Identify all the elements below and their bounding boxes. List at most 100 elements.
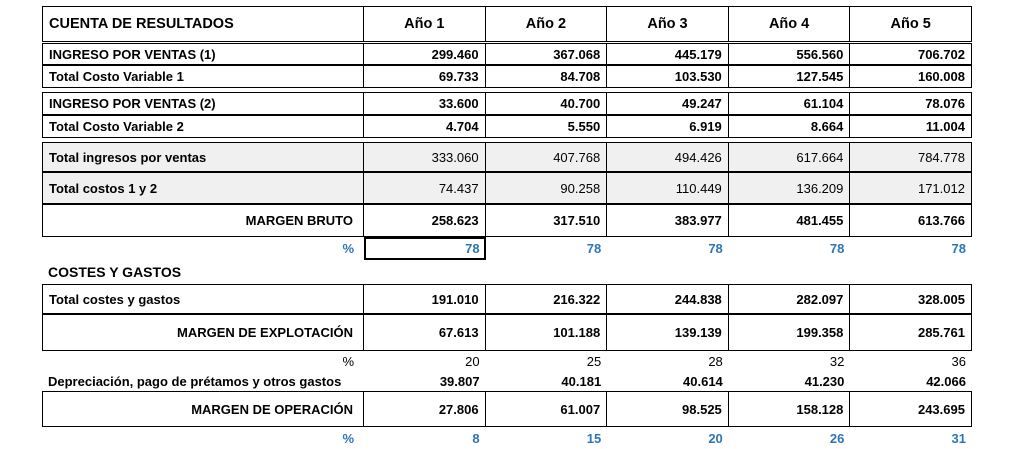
- value-cell[interactable]: 136.209: [729, 173, 851, 203]
- value-cell[interactable]: 407.768: [486, 143, 608, 171]
- value-cell[interactable]: 191.010: [364, 285, 486, 313]
- row-label[interactable]: INGRESO POR VENTAS (2): [42, 93, 364, 114]
- value-cell[interactable]: 78: [586, 241, 602, 256]
- selected-cell[interactable]: 78: [364, 237, 486, 260]
- value-cell[interactable]: 78: [951, 241, 966, 256]
- value-cell[interactable]: 367.068: [486, 44, 608, 64]
- value-cell[interactable]: 216.322: [486, 285, 608, 313]
- pct-explotacion-row: % 20 25 28 32 36: [42, 351, 972, 371]
- value-cell[interactable]: 28: [708, 353, 723, 369]
- row-label[interactable]: Total costes y gastos: [42, 285, 364, 313]
- value-cell[interactable]: 244.838: [607, 285, 729, 313]
- value-cell[interactable]: 40.181: [561, 373, 602, 389]
- total-costos-row: Total costos 1 y 2 74.437 90.258 110.449…: [42, 172, 972, 204]
- year-header[interactable]: Año 4: [729, 7, 851, 41]
- value-cell[interactable]: 285.761: [850, 315, 972, 350]
- value-cell[interactable]: 617.664: [729, 143, 851, 171]
- value-cell[interactable]: 383.977: [607, 205, 729, 236]
- row-label[interactable]: INGRESO POR VENTAS (1): [42, 44, 364, 64]
- value-cell[interactable]: 41.230: [804, 373, 845, 389]
- row-label[interactable]: %: [342, 430, 354, 446]
- value-cell[interactable]: 299.460: [364, 44, 486, 64]
- value-cell[interactable]: 706.702: [850, 44, 972, 64]
- row-label[interactable]: %: [342, 241, 354, 256]
- value-cell[interactable]: 15: [586, 430, 602, 446]
- value-cell[interactable]: 127.545: [729, 66, 851, 87]
- value-cell[interactable]: 27.806: [364, 392, 486, 426]
- value-cell[interactable]: 39.807: [439, 373, 480, 389]
- value-cell[interactable]: 32: [829, 353, 845, 369]
- value-cell[interactable]: 78: [708, 241, 723, 256]
- value-cell[interactable]: 243.695: [850, 392, 972, 426]
- value-cell[interactable]: 98.525: [607, 392, 729, 426]
- value-cell[interactable]: 40.700: [486, 93, 608, 114]
- value-cell[interactable]: 317.510: [486, 205, 608, 236]
- value-cell[interactable]: 5.550: [486, 116, 608, 137]
- row-label[interactable]: Total Costo Variable 1: [42, 66, 364, 87]
- value-cell[interactable]: 171.012: [850, 173, 972, 203]
- value-cell[interactable]: 6.919: [607, 116, 729, 137]
- value-cell[interactable]: 494.426: [607, 143, 729, 171]
- value-cell[interactable]: 31: [951, 430, 966, 446]
- value-cell[interactable]: 4.704: [364, 116, 486, 137]
- value-cell[interactable]: 199.358: [729, 315, 851, 350]
- value-cell[interactable]: 90.258: [486, 173, 608, 203]
- value-cell[interactable]: 33.600: [364, 93, 486, 114]
- row-label[interactable]: Total costos 1 y 2: [42, 173, 364, 203]
- row-label[interactable]: Depreciación, pago de prétamos y otros g…: [48, 373, 342, 389]
- section-title[interactable]: COSTES Y GASTOS: [48, 264, 182, 280]
- value-cell[interactable]: 25: [586, 353, 602, 369]
- row-label[interactable]: Total Costo Variable 2: [42, 116, 364, 137]
- ingreso1-row: INGRESO POR VENTAS (1) 299.460 367.068 4…: [42, 43, 972, 65]
- value-cell[interactable]: 481.455: [729, 205, 851, 236]
- total-costes-gastos-row: Total costes y gastos 191.010 216.322 24…: [42, 284, 972, 314]
- value-cell[interactable]: 61.007: [486, 392, 608, 426]
- value-cell[interactable]: 20: [708, 430, 723, 446]
- value-cell[interactable]: 61.104: [729, 93, 851, 114]
- value-cell[interactable]: 11.004: [850, 116, 972, 137]
- value-cell[interactable]: 40.614: [683, 373, 723, 389]
- value-cell[interactable]: 26: [829, 430, 845, 446]
- value-cell[interactable]: 160.008: [850, 66, 972, 87]
- value-cell[interactable]: 613.766: [850, 205, 972, 236]
- value-cell[interactable]: 139.139: [607, 315, 729, 350]
- value-cell[interactable]: 110.449: [607, 173, 729, 203]
- value-cell[interactable]: 8: [472, 430, 480, 446]
- row-label[interactable]: %: [342, 353, 354, 369]
- value-cell[interactable]: 258.623: [364, 205, 486, 236]
- value-cell[interactable]: 78: [829, 241, 845, 256]
- value-cell[interactable]: 103.530: [607, 66, 729, 87]
- year-header[interactable]: Año 5: [850, 7, 972, 41]
- pct-operacion-row: % 8 15 20 26 31: [42, 427, 972, 449]
- value-cell[interactable]: 556.560: [729, 44, 851, 64]
- value-cell[interactable]: 42.066: [926, 373, 966, 389]
- value-cell[interactable]: 74.437: [364, 173, 486, 203]
- year-header[interactable]: Año 2: [486, 7, 608, 41]
- value-cell[interactable]: 282.097: [729, 285, 851, 313]
- value-cell[interactable]: 69.733: [364, 66, 486, 87]
- costo1-row: Total Costo Variable 1 69.733 84.708 103…: [42, 65, 972, 88]
- total-ingresos-row: Total ingresos por ventas 333.060 407.76…: [42, 142, 972, 172]
- value-cell[interactable]: 78.076: [850, 93, 972, 114]
- value-cell[interactable]: 101.188: [486, 315, 608, 350]
- costes-gastos-title-row: COSTES Y GASTOS: [42, 260, 972, 284]
- value-cell[interactable]: 67.613: [364, 315, 486, 350]
- value-cell[interactable]: 328.005: [850, 285, 972, 313]
- value-cell[interactable]: 36: [951, 353, 966, 369]
- row-label[interactable]: MARGEN BRUTO: [42, 205, 364, 236]
- sheet-title[interactable]: CUENTA DE RESULTADOS: [42, 7, 364, 41]
- year-header[interactable]: Año 1: [364, 7, 486, 41]
- value-cell[interactable]: 84.708: [486, 66, 608, 87]
- row-label[interactable]: MARGEN DE OPERACIÓN: [42, 392, 364, 426]
- depreciacion-row: Depreciación, pago de prétamos y otros g…: [42, 371, 972, 391]
- value-cell[interactable]: 49.247: [607, 93, 729, 114]
- value-cell[interactable]: 20: [465, 353, 480, 369]
- value-cell[interactable]: 445.179: [607, 44, 729, 64]
- value-cell[interactable]: 8.664: [729, 116, 851, 137]
- row-label[interactable]: Total ingresos por ventas: [42, 143, 364, 171]
- year-header[interactable]: Año 3: [607, 7, 729, 41]
- value-cell[interactable]: 333.060: [364, 143, 486, 171]
- value-cell[interactable]: 158.128: [729, 392, 851, 426]
- row-label[interactable]: MARGEN DE EXPLOTACIÓN: [42, 315, 364, 350]
- value-cell[interactable]: 784.778: [850, 143, 972, 171]
